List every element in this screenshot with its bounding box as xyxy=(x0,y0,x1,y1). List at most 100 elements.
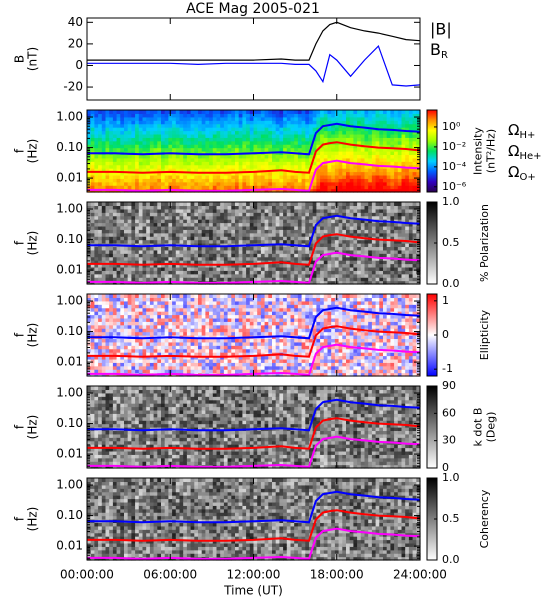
spectrogram-cell xyxy=(220,249,225,254)
spectrogram-cell xyxy=(338,110,343,115)
spectrogram-cell xyxy=(153,294,158,299)
spectrogram-cell xyxy=(349,243,354,248)
spectrogram-cell xyxy=(405,188,410,193)
spectrogram-cell xyxy=(346,246,351,251)
spectrogram-cell xyxy=(349,239,354,244)
spectrogram-cell xyxy=(286,246,292,251)
spectrogram-cell xyxy=(371,243,377,248)
spectrogram-cell xyxy=(146,277,151,282)
spectrogram-cell xyxy=(212,113,218,118)
spectrogram-cell xyxy=(216,212,221,217)
spectrogram-cell xyxy=(135,249,140,254)
spectrogram-cell xyxy=(109,178,114,183)
spectrogram-cell xyxy=(124,110,129,115)
spectrogram-cell xyxy=(272,249,277,254)
spectrogram-cell xyxy=(149,253,155,258)
spectrogram-cell xyxy=(220,127,225,132)
spectrogram-cell xyxy=(90,273,95,278)
spectrogram-cell xyxy=(301,157,306,162)
spectrogram-cell xyxy=(94,345,99,350)
spectrogram-cell xyxy=(371,246,377,251)
spectrogram-cell xyxy=(316,144,321,149)
spectrogram-cell xyxy=(342,147,347,152)
spectrogram-cell xyxy=(94,174,99,179)
spectrogram-cell xyxy=(242,249,247,254)
spectrogram-cell xyxy=(105,369,110,374)
spectrogram-cell xyxy=(186,185,192,190)
spectrogram-cell xyxy=(116,229,121,234)
spectrogram-cell xyxy=(331,246,336,251)
spectrogram-cell xyxy=(127,212,132,217)
spectrogram-cell xyxy=(194,205,199,210)
spectrogram-cell xyxy=(212,219,218,224)
spectrogram-cell xyxy=(301,263,306,268)
spectrogram-cell xyxy=(157,178,162,183)
spectrogram-cell xyxy=(183,161,188,166)
spectrogram-cell xyxy=(109,130,114,135)
spectrogram-cell xyxy=(216,123,221,128)
spectrogram-cell xyxy=(386,243,391,248)
spectrogram-cell xyxy=(179,273,184,278)
spectrogram-cell xyxy=(360,140,366,145)
spectrogram-cell xyxy=(157,140,162,145)
spectrogram-cell xyxy=(131,137,136,142)
spectrogram-cell xyxy=(231,229,236,234)
spectrogram-cell xyxy=(316,202,321,207)
spectrogram-cell xyxy=(405,185,410,190)
spectrogram-cell xyxy=(227,164,232,169)
spectrogram-cell xyxy=(101,202,107,207)
spectrogram-cell xyxy=(297,229,303,234)
spectrogram-cell xyxy=(90,314,95,319)
spectrogram-cell xyxy=(209,154,214,159)
spectrogram-cell xyxy=(338,181,343,186)
spectrogram-cell xyxy=(223,157,229,162)
spectrogram-cell xyxy=(116,171,121,176)
spectrogram-cell xyxy=(379,181,384,186)
spectrogram-cell xyxy=(312,236,317,241)
spectrogram-cell xyxy=(101,157,107,162)
spectrogram-cell xyxy=(235,270,240,275)
spectrogram-cell xyxy=(101,168,107,173)
spectrogram-cell xyxy=(157,137,162,142)
spectrogram-cell xyxy=(168,120,173,125)
spectrogram-cell xyxy=(98,113,103,118)
colorbar-label: % Polarization xyxy=(478,204,491,282)
spectrogram-cell xyxy=(357,185,362,190)
spectrogram-cell xyxy=(146,157,151,162)
spectrogram-cell xyxy=(386,185,391,190)
spectrogram-cell xyxy=(164,157,169,162)
spectrogram-cell xyxy=(353,157,358,162)
spectrogram-cell xyxy=(153,338,158,343)
spectrogram-cell xyxy=(297,116,303,121)
spectrogram-cell xyxy=(327,133,332,138)
spectrogram-cell xyxy=(186,174,192,179)
spectrogram-cell xyxy=(375,208,380,213)
spectrogram-cell xyxy=(364,253,369,258)
spectrogram-cell xyxy=(368,246,373,251)
spectrogram-cell xyxy=(394,243,399,248)
spectrogram-cell xyxy=(249,144,255,149)
spectrogram-cell xyxy=(131,253,136,258)
spectrogram-cell xyxy=(342,219,347,224)
spectrogram-cell xyxy=(168,232,173,237)
spectrogram-cell xyxy=(90,157,95,162)
spectrogram-cell xyxy=(101,113,107,118)
spectrogram-cell xyxy=(127,294,132,299)
spectrogram-cell xyxy=(112,144,118,149)
spectrogram-cell xyxy=(371,171,377,176)
spectrogram-cell xyxy=(198,219,203,224)
spectrogram-cell xyxy=(286,260,292,265)
spectrogram-cell xyxy=(390,222,395,227)
spectrogram-cell xyxy=(246,212,251,217)
spectrogram-cell xyxy=(164,236,169,241)
spectrogram-cell xyxy=(394,205,399,210)
spectrogram-cell xyxy=(227,116,232,121)
spectrogram-cell xyxy=(138,164,144,169)
spectrogram-cell xyxy=(138,222,144,227)
spectrogram-cell xyxy=(408,188,414,193)
spectrogram-cell xyxy=(364,164,369,169)
spectrogram-cell xyxy=(383,140,388,145)
spectrogram-cell xyxy=(360,249,366,254)
spectrogram-cell xyxy=(216,116,221,121)
spectrogram-cell xyxy=(146,202,151,207)
